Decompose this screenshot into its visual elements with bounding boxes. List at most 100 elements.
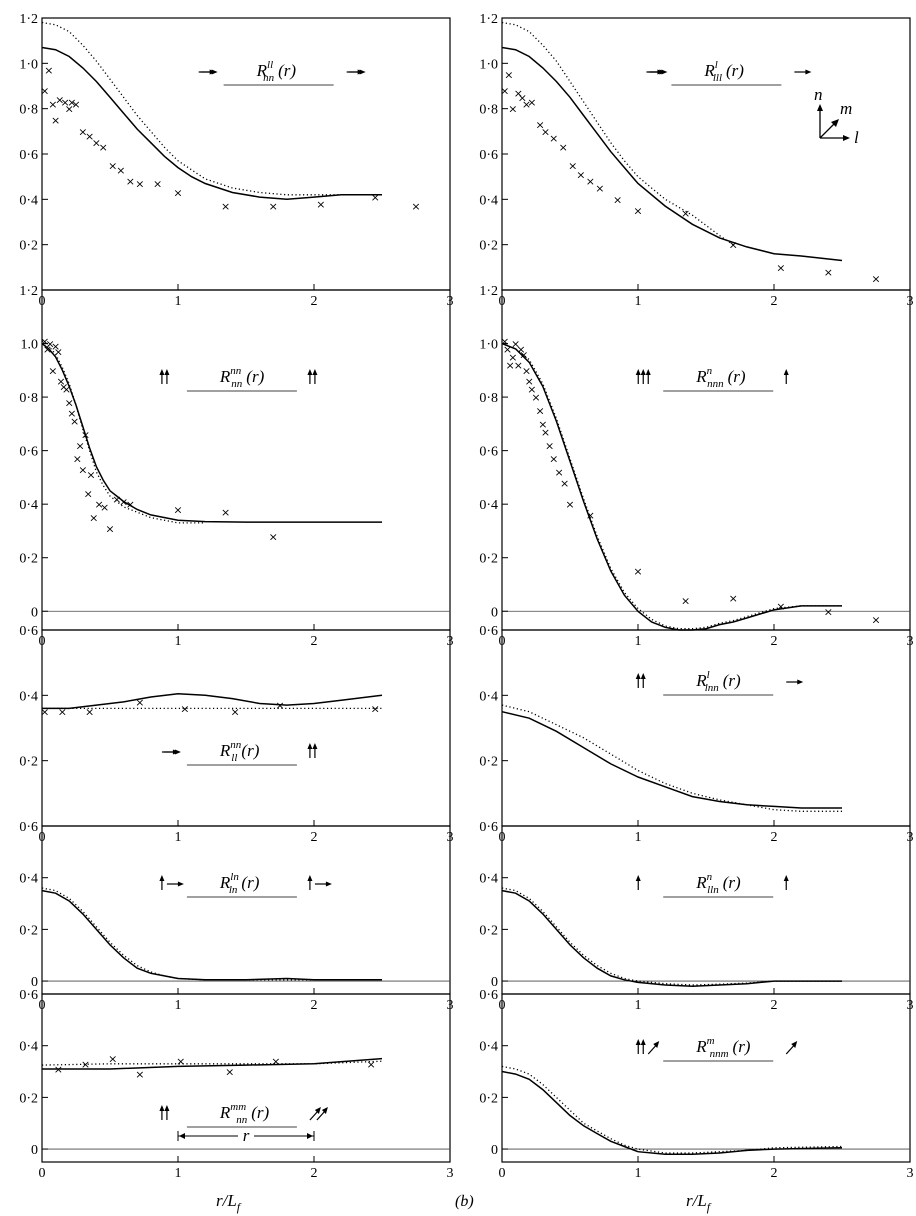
series-line-dotted <box>501 704 842 812</box>
separation-marker: r <box>177 1126 315 1145</box>
data-point-marker: × <box>506 359 515 372</box>
y-tick-label: 0·2 <box>479 239 498 254</box>
data-point-marker: × <box>40 335 49 348</box>
data-point-marker: × <box>518 91 527 104</box>
data-point-marker: × <box>51 340 60 353</box>
data-point-marker: × <box>269 200 278 213</box>
velocity-arrows-left <box>635 875 641 890</box>
data-point-marker: × <box>92 137 101 150</box>
velocity-arrows-right <box>783 875 789 890</box>
y-tick-label: 0·4 <box>19 498 38 513</box>
data-point-marker: × <box>180 702 189 715</box>
data-point-marker: × <box>65 103 74 116</box>
data-point-marker: × <box>371 702 380 715</box>
data-point-marker: × <box>559 141 568 154</box>
plot-frame <box>41 629 451 827</box>
y-tick-label: 1·2 <box>479 284 498 299</box>
data-point-marker: × <box>560 477 569 490</box>
data-point-marker: × <box>549 132 558 145</box>
x-tick-label: 1 <box>175 634 182 649</box>
data-point-marker: × <box>48 364 57 377</box>
data-point-marker: × <box>221 506 230 519</box>
x-tick-label: 2 <box>771 634 778 649</box>
data-point-marker: × <box>135 1068 144 1081</box>
data-point-marker: × <box>371 191 380 204</box>
data-point-marker: × <box>56 375 65 388</box>
series-line-solid <box>501 1070 843 1155</box>
correlation-symbol: Rn lln (r) <box>695 871 741 896</box>
series-line-solid <box>41 46 382 201</box>
y-tick-label: 0·4 <box>479 872 498 887</box>
data-points: × × × × × × × × <box>40 696 380 719</box>
velocity-arrows-right <box>307 743 318 758</box>
data-point-marker: × <box>586 175 595 188</box>
data-point-marker: × <box>565 498 574 511</box>
y-tick-label: 0·4 <box>19 193 38 208</box>
x-tick-label: 3 <box>907 1166 914 1181</box>
data-point-marker: × <box>46 338 55 351</box>
data-point-marker: × <box>729 592 738 605</box>
y-tick-label: 0·2 <box>19 552 38 567</box>
data-point-marker: × <box>522 364 531 377</box>
panel-5: 0 1 2 30·20·40·6× × ××× ×× ×Rnn ll (r) <box>19 624 453 845</box>
data-point-marker: × <box>173 504 182 517</box>
correlation-symbol: Rmm nn (r) <box>219 1101 270 1126</box>
series-line-dotted <box>501 887 842 986</box>
x-tick-label: 2 <box>311 1166 318 1181</box>
data-point-marker: × <box>48 98 57 111</box>
data-point-marker: × <box>85 130 94 143</box>
data-point-marker: × <box>508 351 517 364</box>
data-point-marker: × <box>411 200 420 213</box>
data-point-marker: × <box>576 168 585 181</box>
x-tick-label: 1 <box>175 294 182 309</box>
data-point-marker: × <box>95 498 104 511</box>
y-tick-label: 0·6 <box>19 820 38 835</box>
data-point-marker: × <box>173 187 182 200</box>
data-point-marker: × <box>40 85 49 98</box>
data-point-marker: × <box>108 159 117 172</box>
data-point-marker: × <box>99 141 108 154</box>
y-tick-label: 0·4 <box>479 689 498 704</box>
x-tick-label: 1 <box>635 1166 642 1181</box>
y-tick-label: 0·6 <box>479 988 498 1003</box>
data-point-marker: × <box>535 119 544 132</box>
y-tick-label: 0·4 <box>479 498 498 513</box>
velocity-arrows-right <box>307 875 332 890</box>
data-point-marker: × <box>316 198 325 211</box>
velocity-arrows-right <box>307 369 318 384</box>
panel-10: 0 1 2 3 0 0·2 0·4 0·6 Rm nnm (r) <box>479 988 913 1181</box>
data-point-marker: × <box>126 498 135 511</box>
series-line-solid <box>42 1057 383 1070</box>
data-point-marker: × <box>871 613 880 626</box>
data-point-marker: × <box>527 96 536 109</box>
y-tick-label: 0·6 <box>19 148 38 163</box>
data-point-marker: × <box>73 453 82 466</box>
correlation-symbol: Rl lll (r) <box>703 59 744 84</box>
data-point-marker: × <box>70 415 79 428</box>
plot-frame <box>41 825 451 995</box>
panel-2: 0 1 2 30·20·40·60·81·01·2××××××××××××××××× ×… <box>479 12 913 309</box>
data-point-marker: × <box>681 595 690 608</box>
data-point-marker: × <box>681 207 690 220</box>
panel-label: Rn lln (r) <box>635 871 789 898</box>
data-point-marker: × <box>85 706 94 719</box>
velocity-arrows-right <box>785 1041 798 1055</box>
data-point-marker: × <box>100 501 109 514</box>
velocity-arrows-left <box>635 1039 660 1055</box>
velocity-arrows-left <box>635 673 646 688</box>
x-tick-label: 1 <box>175 1166 182 1181</box>
data-point-marker: × <box>500 335 509 348</box>
y-tick-label: 0·6 <box>479 624 498 639</box>
inset-axis-m: m <box>840 99 852 118</box>
data-point-marker: × <box>511 338 520 351</box>
data-point-marker: × <box>519 348 528 361</box>
plot-frame <box>501 993 911 1163</box>
series-line-solid <box>41 889 382 981</box>
y-tick-label: 1·0 <box>19 57 38 72</box>
panel-label: Rm nnm (r) <box>635 1035 798 1062</box>
plot-frame <box>501 825 911 995</box>
